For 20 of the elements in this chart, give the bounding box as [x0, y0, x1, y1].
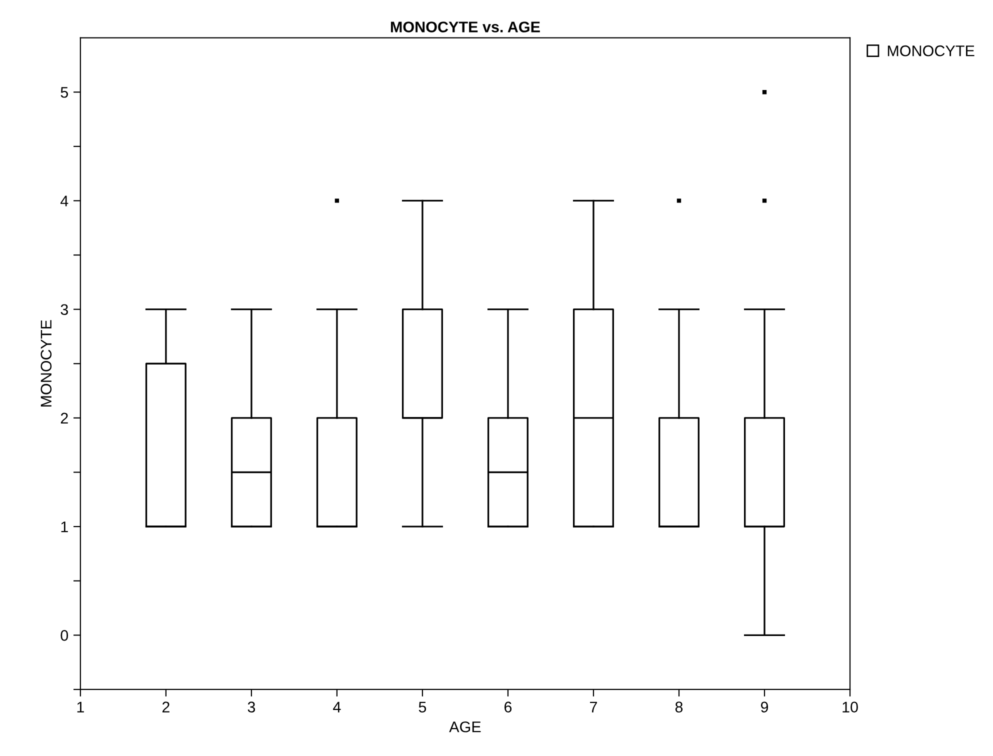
x-tick-label: 7: [590, 702, 597, 712]
y-tick-label: 4: [60, 196, 68, 206]
x-tick-label: 5: [418, 702, 426, 712]
x-tick-label: 4: [333, 702, 341, 712]
y-tick-label: 1: [61, 522, 68, 532]
legend-label: MONOCYTE: [888, 45, 974, 56]
x-tick-label: 9: [760, 702, 768, 712]
x-tick-label: 3: [248, 702, 256, 712]
y-tick-label: 5: [60, 87, 68, 98]
y-tick-label: 2: [60, 412, 68, 424]
x-tick-label: 1: [77, 702, 84, 712]
y-tick-label: 3: [60, 304, 68, 316]
chart-title: MONOCYTE vs. AGE: [390, 22, 540, 32]
x-axis-title: AGE: [449, 721, 481, 732]
y-axis-title: MONOCYTE: [40, 320, 52, 407]
x-tick-label: 8: [675, 702, 683, 712]
x-tick-label: 2: [162, 702, 170, 712]
x-tick-label: 10: [842, 702, 858, 712]
y-tick-label: 0: [60, 630, 68, 641]
x-tick-label: 6: [504, 702, 512, 712]
